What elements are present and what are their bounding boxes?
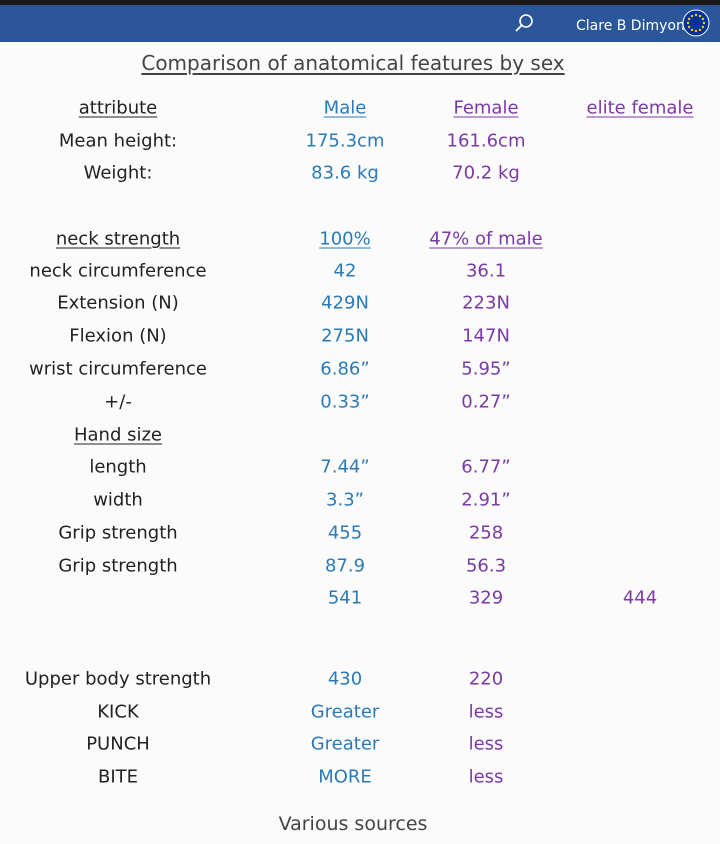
- cell-value: 6.86”: [320, 358, 370, 380]
- cell-value: 0.27”: [461, 391, 511, 413]
- row-label: Extension (N): [57, 292, 179, 314]
- cell-value: 5.95”: [461, 358, 511, 380]
- row-label: Flexion (N): [69, 325, 167, 347]
- cell-value: 275N: [321, 325, 369, 347]
- cell-value: 161.6cm: [446, 130, 526, 152]
- row-label: Weight:: [83, 162, 153, 184]
- title: Comparison of anatomical features by sex: [141, 51, 565, 75]
- cell-value: 36.1: [465, 260, 507, 282]
- cell-value: 147N: [462, 325, 510, 347]
- cell-value: 429N: [321, 292, 369, 314]
- cell-value: 223N: [462, 292, 510, 314]
- row-label: BITE: [97, 766, 139, 788]
- cell-value: 455: [327, 522, 363, 544]
- avatar[interactable]: [682, 9, 710, 37]
- column-header: elite female: [586, 97, 694, 119]
- row-label: PUNCH: [86, 733, 150, 755]
- cell-value: 0.33”: [320, 391, 370, 413]
- row-label: Mean height:: [58, 130, 178, 152]
- row-label: KICK: [97, 701, 139, 723]
- cell-value: 47% of male: [429, 228, 543, 250]
- row-label: length: [89, 456, 147, 478]
- row-label: Grip strength: [58, 555, 178, 577]
- cell-value: 220: [468, 668, 504, 690]
- row-label: +/-: [104, 391, 132, 413]
- cell-value: 175.3cm: [305, 130, 385, 152]
- cell-value: MORE: [318, 766, 372, 788]
- row-label: neck circumference: [29, 260, 207, 282]
- cell-value: 42: [333, 260, 357, 282]
- row-label: Hand size: [73, 424, 163, 446]
- row-label: wrist circumference: [29, 358, 207, 380]
- cell-value: less: [468, 766, 504, 788]
- cell-value: 6.77”: [461, 456, 511, 478]
- cell-value: Greater: [310, 701, 380, 723]
- row-label: width: [93, 489, 143, 511]
- cell-value: 100%: [319, 228, 371, 250]
- cell-value: Greater: [310, 733, 380, 755]
- cell-value: 430: [327, 668, 363, 690]
- cell-value: less: [468, 701, 504, 723]
- column-header: Female: [453, 97, 519, 119]
- column-header: attribute: [78, 97, 158, 119]
- cell-value: less: [468, 733, 504, 755]
- cell-value: 3.3”: [326, 489, 364, 511]
- cell-value: 329: [468, 587, 504, 609]
- row-label: neck strength: [55, 228, 181, 250]
- column-header: Male: [323, 97, 367, 119]
- cell-value: 541: [327, 587, 363, 609]
- cell-value: 2.91”: [461, 489, 511, 511]
- top-bar: Clare B Dimyon: [0, 0, 720, 42]
- user-name[interactable]: Clare B Dimyon: [576, 18, 685, 34]
- cell-value: 258: [468, 522, 504, 544]
- cell-value: 56.3: [465, 555, 507, 577]
- cell-value: 87.9: [324, 555, 366, 577]
- cell-value: 70.2 kg: [452, 162, 520, 184]
- row-label: Upper body strength: [24, 668, 212, 690]
- search-icon[interactable]: [512, 11, 536, 35]
- footer: Various sources: [278, 813, 428, 835]
- row-label: Grip strength: [58, 522, 178, 544]
- cell-value: 444: [622, 587, 658, 609]
- cell-value: 83.6 kg: [311, 162, 379, 184]
- cell-value: 7.44”: [320, 456, 370, 478]
